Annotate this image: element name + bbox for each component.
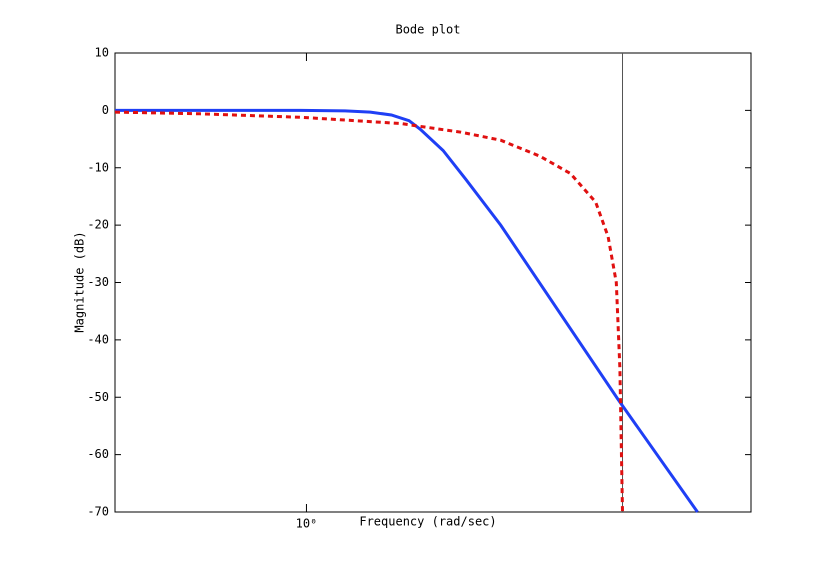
chart-title: Bode plot	[395, 23, 460, 37]
y-tick-label: -50	[87, 390, 109, 404]
y-tick-label: 10	[95, 46, 109, 60]
y-tick-label: -30	[87, 275, 109, 289]
y-tick-label: 0	[102, 103, 109, 117]
y-tick-label: -60	[87, 447, 109, 461]
series-line	[114, 110, 624, 513]
x-tick-label: 10⁰	[296, 517, 318, 531]
y-axis-label: Magnitude (dB)	[73, 231, 87, 332]
y-tick-label: -40	[87, 332, 109, 346]
y-tick-label: -70	[87, 505, 109, 519]
y-tick-label: -20	[87, 218, 109, 232]
x-axis-label: Frequency (rad/sec)	[359, 515, 496, 529]
y-tick-label: -10	[87, 160, 109, 174]
